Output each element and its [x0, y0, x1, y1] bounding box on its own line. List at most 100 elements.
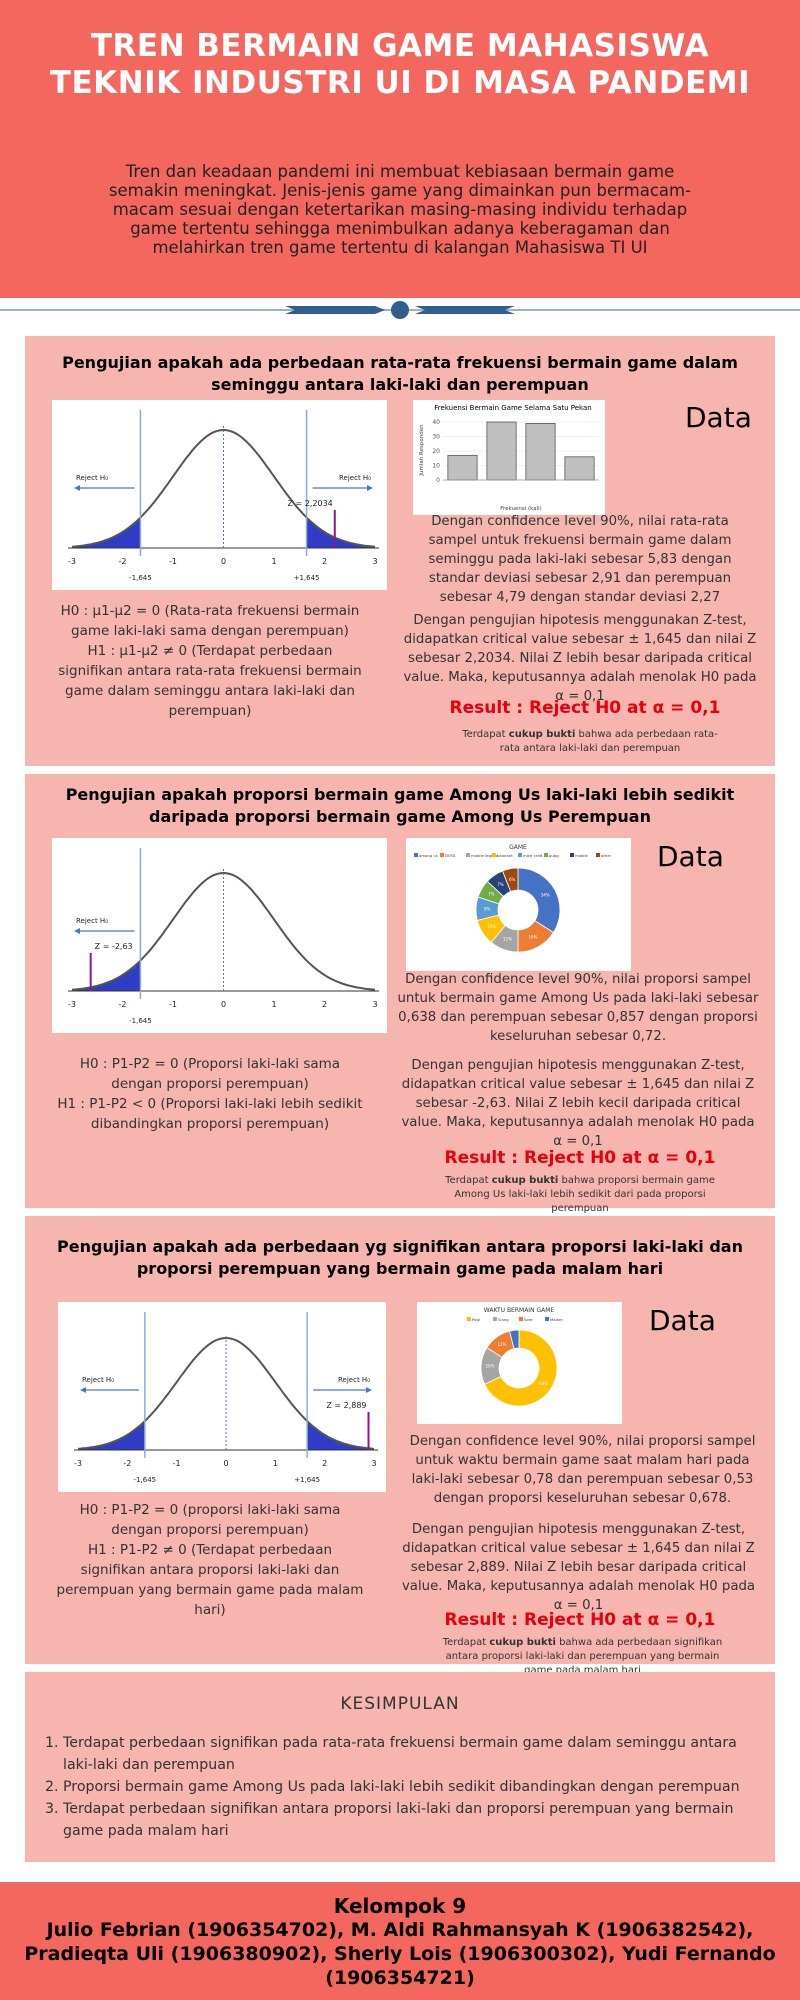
- reject-left-label: Reject H₀: [76, 474, 108, 482]
- slice-label: 7%: [497, 882, 504, 887]
- tick-label: 0: [221, 1000, 226, 1009]
- reject-right-label: Reject H₀: [338, 1376, 370, 1384]
- reject-left-arrowhead: [74, 928, 80, 934]
- section-2-hypothesis: H0 : P1-P2 = 0 (Proporsi laki-laki sama …: [57, 1056, 363, 1132]
- rejection-region-left: [72, 517, 141, 548]
- section-2-curve: Z = -2,63 -3 -2 -1 0 1 2 3 -1,645 Reject H₀: [52, 838, 387, 1033]
- reject-right-label: Reject H₀: [339, 474, 371, 482]
- reject-right-arrowhead: [367, 485, 373, 491]
- tick-label: 1: [273, 1459, 278, 1468]
- rejection-region-right: [306, 517, 375, 548]
- legend-label: pubg: [549, 853, 559, 858]
- tick-label: -1: [169, 1000, 177, 1009]
- section-1-panel: Pengujian apakah ada perbedaan rata-rata…: [25, 336, 775, 766]
- y-tick-label: 40: [432, 419, 440, 426]
- conclusion-item: Terdapat perbedaan signifikan antara pro…: [63, 1798, 765, 1842]
- critical-value-right: +1,645: [294, 574, 320, 582]
- section-1-hypothesis: H0 : μ1-μ2 = 0 (Rata-rata frekuensi berm…: [58, 603, 362, 719]
- legend-swatch: [519, 1317, 523, 1321]
- slice-label: 11%: [503, 937, 512, 942]
- tick-label: -1: [169, 557, 177, 566]
- bar: [447, 454, 478, 481]
- section-1-bar-chart: Frekuensi Bermain Game Selama Satu Pekan…: [413, 400, 605, 515]
- section-1-title: Pengujian apakah ada perbedaan rata-rata…: [62, 353, 738, 394]
- section-3-result: Result : Reject H0 at α = 0,1: [444, 1610, 716, 1630]
- critical-value-left: -1,645: [134, 1476, 157, 1484]
- section-1-data-label: Data: [685, 401, 752, 434]
- donut-slice: [502, 867, 519, 892]
- critical-value-left: -1,645: [129, 1017, 152, 1025]
- donut-title: WAKTU BERMAIN GAME: [484, 1307, 555, 1314]
- section-2-note: Terdapat cukup bukti bahwa proporsi berm…: [445, 1175, 715, 1214]
- legend-swatch: [545, 1317, 549, 1321]
- tick-label: 0: [223, 1459, 228, 1468]
- donut-title: GAME: [509, 844, 527, 851]
- legend-label: among us: [419, 853, 438, 858]
- header-divider: [0, 301, 800, 319]
- section-1-note: Terdapat cukup bukti bahwa ada perbedaan…: [462, 729, 718, 754]
- legend-swatch: [440, 853, 444, 857]
- section-3-data-label: Data: [649, 1304, 716, 1337]
- bar-chart-title: Frekuensi Bermain Game Selama Satu Pekan: [434, 404, 591, 412]
- z-statistic-label: Z = 2,2034: [288, 499, 333, 508]
- section-3-curve: Z = 2,889 -3 -2 -1 0 1 2 3 -1,645 +1,645 Reject H₀…: [58, 1302, 386, 1492]
- tick-label: -3: [74, 1459, 82, 1468]
- conclusion-item: Terdapat perbedaan signifikan pada rata-…: [63, 1732, 765, 1776]
- bar-x-axis-label: Frekuensi (kali): [500, 506, 542, 512]
- donut-slice: [484, 1329, 558, 1407]
- tick-label: 1: [271, 557, 276, 566]
- slice-label: 16%: [528, 935, 537, 940]
- rejection-region-right: [307, 1421, 374, 1450]
- legend-label: other: [601, 853, 612, 858]
- tick-label: 3: [372, 557, 377, 566]
- reject-left-arrowhead: [80, 1387, 86, 1393]
- normal-curve: [71, 871, 376, 991]
- legend-label: mobile: [575, 853, 589, 858]
- section-2-panel: Pengujian apakah proporsi bermain game A…: [25, 774, 775, 1214]
- footer: Kelompok 9 Julio Febrian (1906354702), M…: [0, 1872, 800, 2000]
- tick-label: -2: [119, 1000, 127, 1009]
- page-title: TREN BERMAIN GAME MAHASISWA TEKNIK INDUS…: [49, 28, 751, 101]
- legend-swatch: [518, 853, 522, 857]
- slice-label: 7%: [488, 892, 495, 897]
- critical-value-right: +1,645: [294, 1476, 320, 1484]
- y-tick-label: 0: [436, 477, 440, 484]
- bar: [486, 421, 517, 481]
- normal-curve: [71, 428, 376, 548]
- conclusion-item: Proporsi bermain game Among Us pada laki…: [63, 1776, 765, 1798]
- group-name: Kelompok 9: [333, 1894, 467, 1918]
- legend-label: DOTA: [445, 853, 456, 858]
- section-2-donut-chart: GAME among us DOTA mobile legend valorant min…: [406, 838, 631, 971]
- legend-label: mine craft: [523, 853, 543, 858]
- section-3-panel: Pengujian apakah ada perbedaan yg signif…: [25, 1216, 775, 1676]
- tick-label: -3: [68, 557, 76, 566]
- bar: [564, 456, 595, 481]
- legend-swatch: [467, 1317, 471, 1321]
- section-3-text-1: Dengan confidence level 90%, nilai propo…: [409, 1434, 756, 1506]
- legend-swatch: [492, 853, 496, 857]
- section-2-text-1: Dengan confidence level 90%, nilai propo…: [397, 972, 759, 1044]
- section-1-text-1: Dengan confidence level 90%, nilai rata-…: [428, 514, 732, 605]
- section-1-result: Result : Reject H0 at α = 0,1: [449, 698, 721, 718]
- bar-y-axis-label: Jumlah Responden: [419, 424, 425, 477]
- slice-label: 6%: [509, 877, 516, 882]
- y-tick-label: 10: [432, 463, 440, 470]
- slice-label: 10%: [487, 924, 496, 929]
- slice-label: 9%: [484, 907, 491, 912]
- tick-label: 2: [322, 1459, 327, 1468]
- slice-label: 16%: [486, 1364, 495, 1369]
- bar: [525, 423, 556, 481]
- section-2-title: Pengujian apakah proporsi bermain game A…: [65, 785, 735, 826]
- reject-left-label: Reject H₀: [76, 917, 108, 925]
- tick-label: -1: [173, 1459, 181, 1468]
- z-statistic-label: Z = -2,63: [95, 942, 133, 951]
- tick-label: 3: [372, 1000, 377, 1009]
- donut-slice: [517, 867, 561, 934]
- tick-label: 2: [322, 1000, 327, 1009]
- legend-label: Siang: [498, 1317, 509, 1322]
- section-2-text-2: Dengan pengujian hipotesis menggunakan Z…: [401, 1058, 755, 1149]
- legend-label: valorant: [497, 853, 513, 858]
- tick-label: -2: [123, 1459, 131, 1468]
- legend-label: Sore: [524, 1317, 533, 1322]
- reject-left-label: Reject H₀: [82, 1376, 114, 1384]
